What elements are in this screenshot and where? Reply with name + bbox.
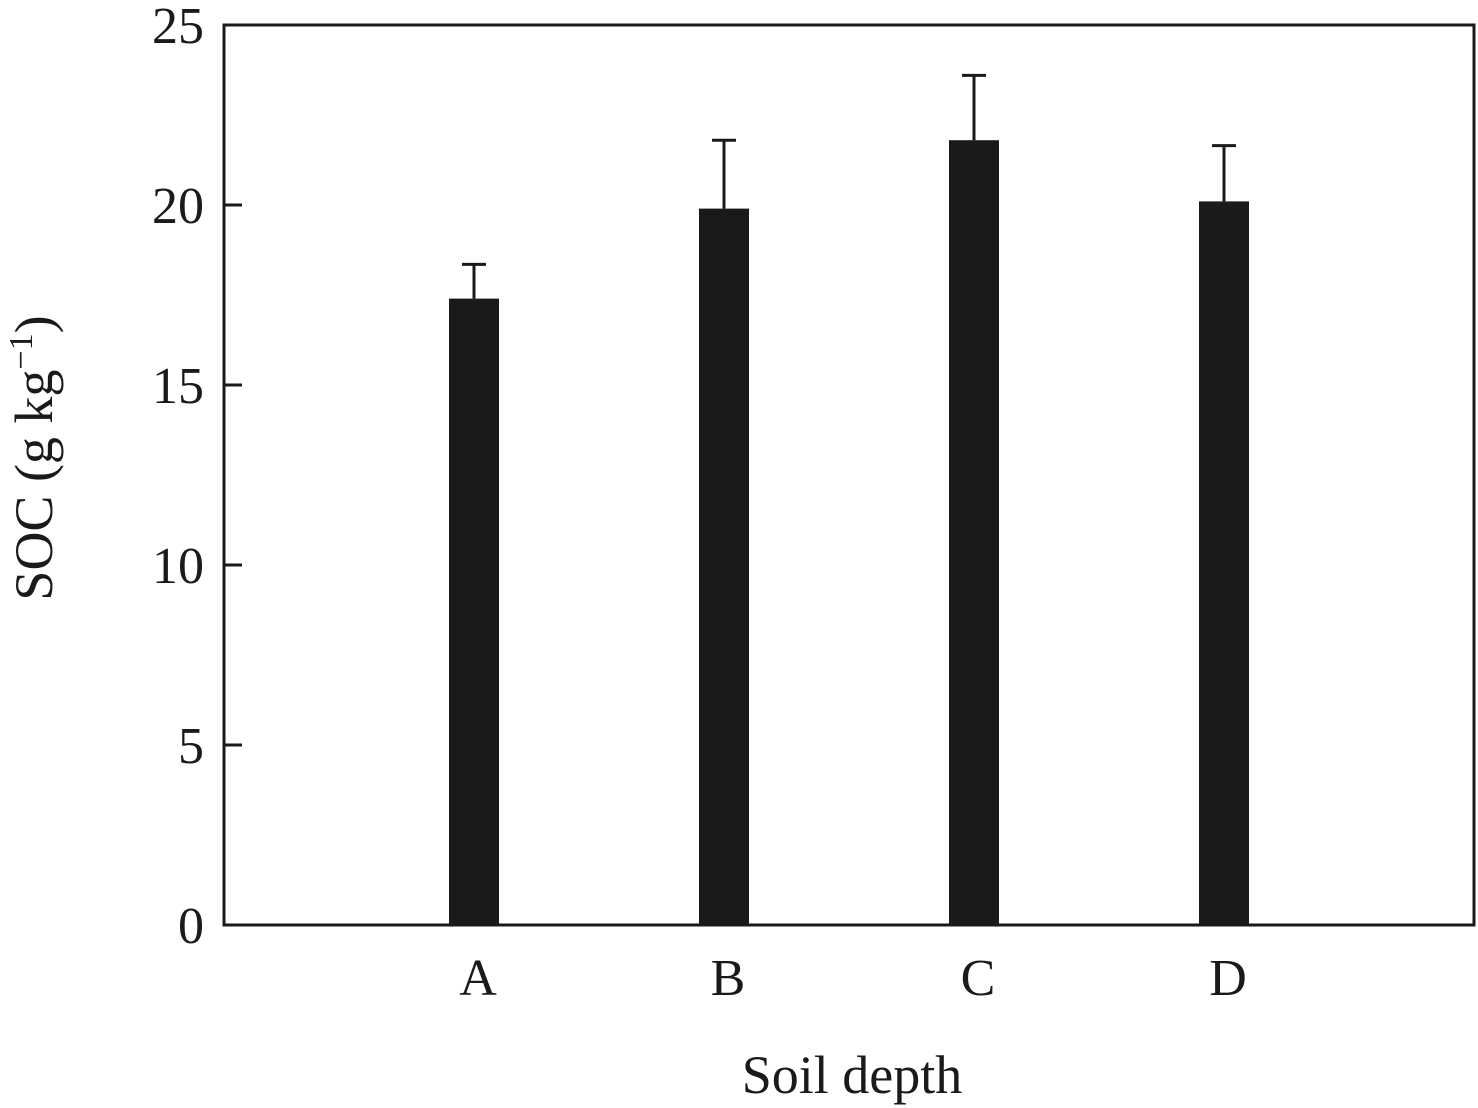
y-tick-label: 20 (152, 178, 204, 235)
y-tick-label: 5 (178, 718, 204, 775)
y-axis-title-close: ) (4, 315, 64, 333)
y-tick-label: 10 (152, 538, 204, 595)
y-tick-label: 0 (178, 898, 204, 955)
y-axis-title: SOC (g kg−1) (3, 315, 64, 600)
x-axis: A B C D (459, 950, 1247, 1007)
bar-B (699, 208, 749, 926)
x-tick-label-B: B (711, 950, 746, 1007)
x-tick-label-A: A (459, 950, 497, 1007)
x-axis-title: Soil depth (742, 1045, 963, 1105)
y-axis: 0 5 10 15 20 25 (152, 0, 242, 955)
y-axis-title-main: SOC (g kg (4, 370, 64, 601)
error-bars-group (462, 73, 1236, 299)
y-tick-label: 15 (152, 358, 204, 415)
bar-A (449, 298, 499, 926)
plot-frame (222, 23, 1476, 927)
x-tick-label-D: D (1209, 950, 1247, 1007)
bars-group (449, 140, 1249, 926)
bar-C (949, 140, 999, 925)
y-tick-label: 25 (152, 0, 204, 55)
x-tick-label-C: C (961, 950, 996, 1007)
bar-D (1199, 201, 1249, 925)
y-axis-title-superscript: −1 (3, 333, 40, 369)
